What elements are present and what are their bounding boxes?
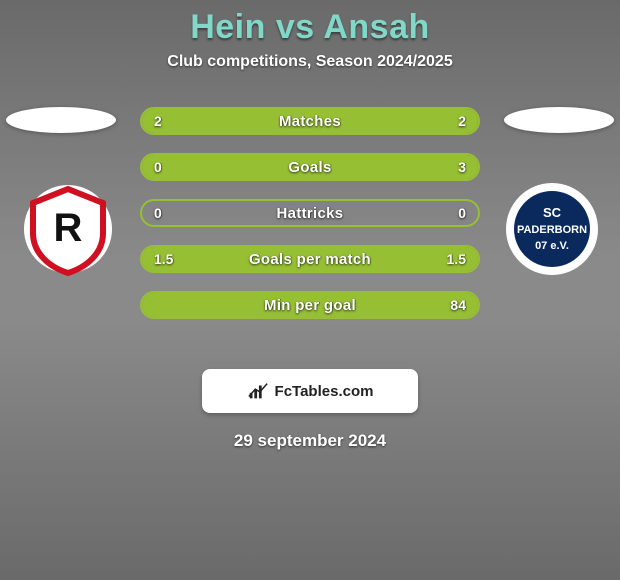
stat-value-left: 0 [154, 205, 162, 221]
paderborn-logo-icon: SC PADERBORN 07 e.V. [502, 179, 602, 279]
stat-row: Matches 2 2 [140, 107, 480, 135]
regensburg-logo-icon: R [18, 179, 118, 279]
svg-text:R: R [54, 206, 83, 250]
stat-label: Min per goal [264, 297, 356, 314]
stat-label: Hattricks [277, 205, 344, 222]
stat-value-left: 0 [154, 159, 162, 175]
comparison-arena: R SC PADERBORN 07 e.V. Matches 2 2 Goals 0 3 H… [0, 89, 620, 349]
page-title: Hein vs Ansah [0, 8, 620, 47]
stat-value-right: 84 [450, 297, 466, 313]
stat-label: Matches [279, 113, 341, 130]
stat-row: Goals per match 1.5 1.5 [140, 245, 480, 273]
player-head-right [504, 107, 614, 133]
stat-value-right: 2 [458, 113, 466, 129]
stat-value-left: 2 [154, 113, 162, 129]
stat-row: Min per goal 84 [140, 291, 480, 319]
stat-value-right: 3 [458, 159, 466, 175]
club-badge-right: SC PADERBORN 07 e.V. [502, 179, 602, 279]
stat-bars: Matches 2 2 Goals 0 3 Hattricks 0 0 Goals per mat… [140, 107, 480, 319]
club-badge-left: R [18, 179, 118, 279]
date-text: 29 september 2024 [0, 431, 620, 451]
brand-badge: FcTables.com [202, 369, 418, 413]
svg-text:PADERBORN: PADERBORN [517, 224, 587, 236]
brand-text: FcTables.com [275, 383, 374, 400]
svg-text:SC: SC [543, 205, 562, 220]
stat-value-right: 1.5 [447, 251, 466, 267]
stat-label: Goals per match [249, 251, 371, 268]
svg-text:07 e.V.: 07 e.V. [535, 240, 569, 252]
page-subtitle: Club competitions, Season 2024/2025 [0, 53, 620, 71]
infographic-container: Hein vs Ansah Club competitions, Season … [0, 0, 620, 580]
stat-row: Goals 0 3 [140, 153, 480, 181]
stat-row: Hattricks 0 0 [140, 199, 480, 227]
player-head-left [6, 107, 116, 133]
stat-label: Goals [288, 159, 331, 176]
stat-value-right: 0 [458, 205, 466, 221]
stat-value-left: 1.5 [154, 251, 173, 267]
chart-icon [247, 380, 269, 402]
